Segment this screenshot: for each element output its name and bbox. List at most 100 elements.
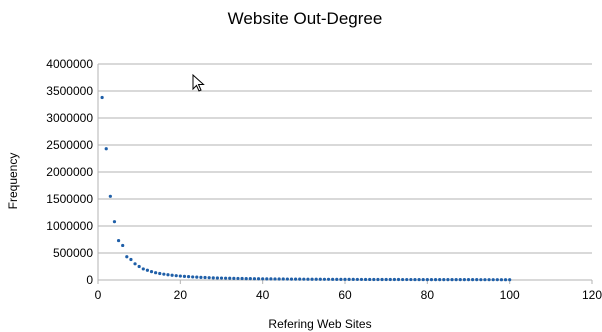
data-point: [409, 277, 413, 282]
data-point: [228, 276, 232, 280]
data-point: [129, 257, 133, 262]
data-point: [244, 276, 248, 281]
data-point: [116, 238, 121, 243]
data-point: [310, 277, 314, 281]
data-point: [442, 278, 446, 282]
data-point: [483, 278, 487, 282]
data-point: [273, 277, 277, 281]
x-tick-label: 40: [256, 288, 270, 302]
data-point: [154, 271, 158, 275]
chart-title: Website Out-Degree: [228, 9, 383, 28]
data-point: [166, 273, 170, 277]
data-point: [125, 255, 129, 259]
data-point: [207, 276, 211, 280]
data-point: [392, 277, 396, 282]
data-point: [121, 243, 125, 248]
data-point: [438, 278, 442, 282]
data-point: [450, 278, 454, 282]
x-tick-label: 80: [421, 288, 435, 302]
data-point: [162, 272, 166, 276]
y-tick-label: 4000000: [46, 57, 93, 71]
data-point: [170, 273, 174, 277]
data-point: [347, 277, 351, 281]
data-point: [446, 278, 450, 282]
data-point: [384, 277, 388, 282]
data-point: [471, 278, 475, 282]
x-tick-label: 60: [338, 288, 352, 302]
data-point: [236, 276, 240, 281]
x-tick-label: 100: [500, 288, 520, 302]
y-tick-label: 2500000: [46, 138, 93, 152]
grid: [98, 63, 592, 281]
y-tick-labels: 0 500000 1000000 1500000 2000000 2500000 30000…: [46, 57, 93, 287]
data-point: [458, 278, 462, 282]
data-point: [281, 277, 285, 281]
y-tick-label: 2000000: [46, 165, 93, 179]
data-point: [232, 276, 236, 280]
data-point: [145, 268, 149, 272]
data-point: [508, 278, 512, 282]
scatter-points: [100, 95, 512, 282]
data-point: [376, 277, 380, 282]
x-tick-label: 0: [95, 288, 102, 302]
y-tick-label: 3000000: [46, 111, 93, 125]
data-point: [137, 264, 141, 269]
data-point: [343, 277, 347, 281]
data-point: [372, 277, 376, 282]
data-point: [314, 277, 318, 281]
data-point: [491, 278, 495, 282]
data-point: [104, 147, 108, 151]
data-point: [178, 274, 182, 278]
data-point: [339, 277, 343, 281]
y-tick-label: 500000: [53, 246, 93, 260]
data-point: [199, 275, 203, 279]
data-point: [256, 277, 261, 281]
data-point: [359, 277, 364, 282]
data-point: [401, 277, 405, 282]
data-point: [495, 278, 499, 282]
data-point: [158, 271, 162, 276]
data-point: [289, 277, 294, 281]
data-point: [277, 277, 281, 281]
data-point: [215, 276, 219, 280]
data-point: [421, 277, 425, 282]
data-point: [503, 278, 508, 282]
data-point: [454, 278, 458, 282]
data-point: [466, 278, 471, 282]
data-point: [191, 275, 195, 279]
data-point: [413, 277, 417, 282]
data-point: [240, 276, 244, 281]
data-point: [326, 277, 331, 281]
data-point: [322, 277, 327, 281]
data-point: [224, 276, 228, 280]
data-point: [368, 277, 372, 282]
axes: [97, 64, 593, 284]
data-point: [475, 278, 479, 282]
data-point: [433, 278, 438, 282]
data-point: [499, 278, 504, 282]
y-tick-label: 0: [86, 273, 93, 287]
data-point: [355, 277, 359, 282]
data-point: [294, 277, 298, 281]
data-point: [302, 277, 306, 281]
data-point: [306, 277, 310, 281]
data-point: [203, 275, 207, 280]
data-point: [388, 277, 392, 282]
data-point: [265, 277, 269, 281]
data-point: [149, 270, 154, 274]
data-point: [252, 277, 257, 281]
data-point: [331, 277, 335, 281]
data-point: [174, 274, 178, 278]
data-point: [269, 277, 273, 281]
data-point: [462, 278, 466, 282]
y-axis-label: Frequency: [6, 153, 20, 210]
y-tick-label: 1500000: [46, 192, 93, 206]
x-tick-label: 20: [174, 288, 188, 302]
data-point: [285, 277, 289, 281]
data-point: [479, 278, 483, 282]
data-point: [195, 275, 199, 279]
data-point: [133, 262, 137, 266]
data-point: [298, 277, 302, 281]
data-point: [429, 277, 434, 282]
